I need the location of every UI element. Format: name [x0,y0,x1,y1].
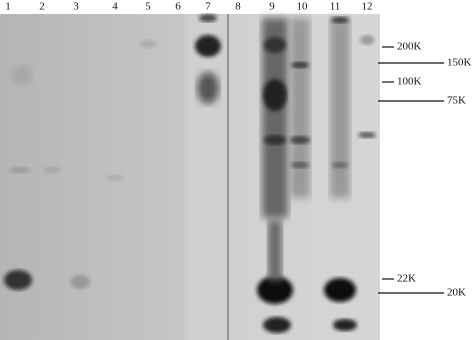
lane-label: 3 [73,1,79,13]
lane-label: 4 [112,1,118,13]
lane-label: 9 [269,1,275,13]
lane-labels: 1 2 3 4 5 6 7 8 9 10 11 12 [5,1,372,13]
lane-label: 6 [175,1,181,13]
bands [4,14,376,333]
lane-label: 11 [330,1,341,13]
lane-label: 5 [145,1,151,13]
gel-background [0,14,380,340]
lane-label: 10 [297,1,309,13]
marker-label: 150K [447,57,472,69]
lane-label: 2 [39,1,45,13]
marker-label: 200K [397,41,422,53]
lane-label: 8 [235,1,241,13]
marker-label: 22K [397,273,416,285]
marker-label: 75K [447,95,466,107]
markers: 200K 150K 100K 75K 22K 20K [378,41,472,299]
lane-label: 7 [205,1,211,13]
lane-label: 12 [362,1,373,13]
marker-label: 100K [397,76,422,88]
lane-label: 1 [5,1,11,13]
marker-label: 20K [447,287,466,299]
